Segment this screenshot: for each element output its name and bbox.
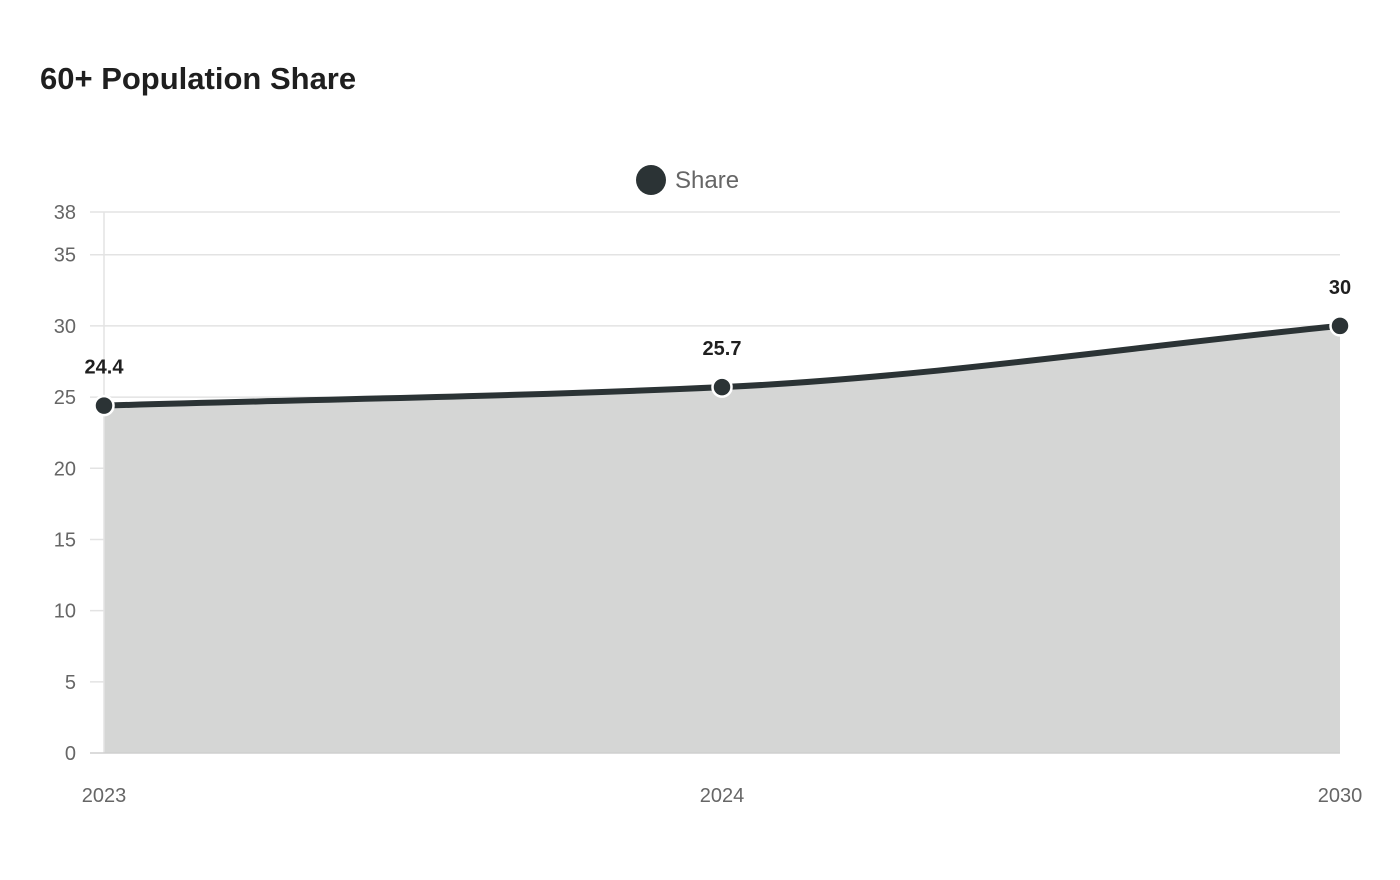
legend[interactable]: Share [636,165,739,195]
y-tick-label-20: 20 [54,458,76,480]
legend-label-share[interactable]: Share [675,167,739,194]
y-tick-label-38: 38 [54,202,76,224]
data-point-2030 [1329,315,1351,337]
data-label-2030: 30 [1329,277,1351,299]
y-tick-label-30: 30 [54,316,76,338]
chart-title: 60+ Population Share [40,61,357,96]
area-fill-layer [104,325,1340,753]
data-point-2023 [93,394,115,417]
y-tick-label-15: 15 [54,529,76,551]
markers [93,315,1351,417]
area-fill-share [104,325,1340,753]
data-label-2023: 24.4 [85,357,125,379]
y-axis-tick-labels: 0 5 10 15 20 25 30 35 38 [54,202,76,765]
data-labels: 24.4 25.7 30 [85,277,1352,379]
y-tick-label-0: 0 [65,743,76,765]
x-tick-label-2030: 2030 [1318,785,1363,807]
y-tick-label-25: 25 [54,387,76,409]
x-tick-label-2024: 2024 [700,785,745,807]
y-tick-label-5: 5 [65,672,76,694]
axes [90,212,1340,754]
x-axis-tick-labels: 2023 2024 2030 [82,785,1363,807]
x-tick-label-2023: 2023 [82,785,127,807]
data-point-2024 [711,376,733,398]
y-tick-label-10: 10 [54,601,76,623]
y-tick-label-35: 35 [54,245,76,267]
data-label-2024: 25.7 [703,338,742,360]
legend-swatch-share[interactable] [636,165,666,195]
